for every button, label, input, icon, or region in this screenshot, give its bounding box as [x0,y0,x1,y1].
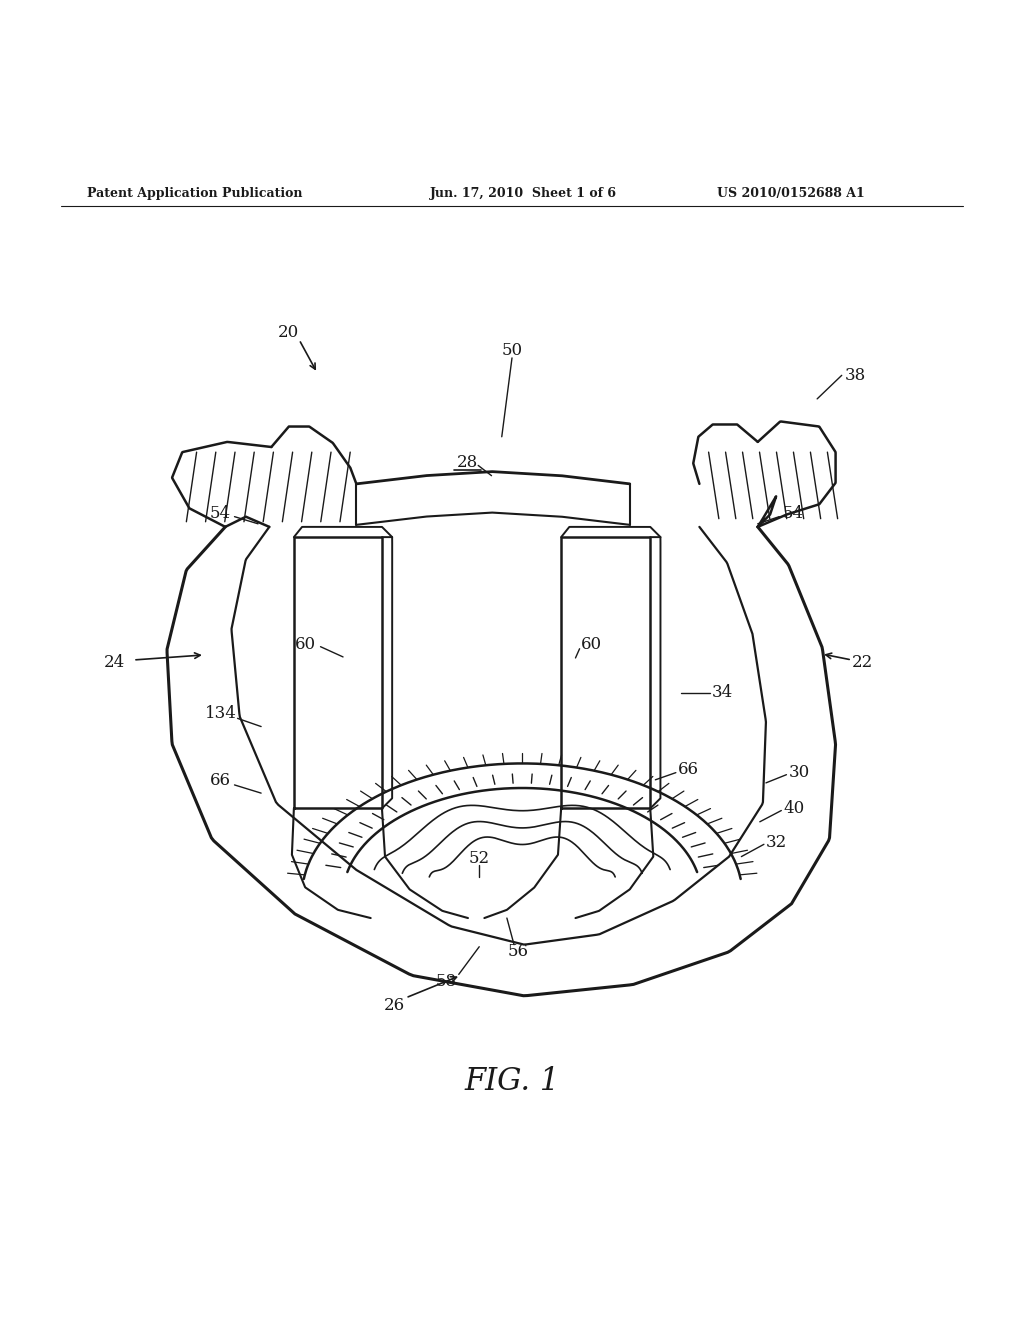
Text: 30: 30 [788,764,810,781]
Text: 38: 38 [845,367,865,384]
Text: 26: 26 [384,997,404,1014]
Text: 60: 60 [295,636,315,653]
Text: 40: 40 [783,800,805,817]
Text: 66: 66 [210,772,230,789]
Text: 60: 60 [582,636,602,653]
Text: 28: 28 [457,454,477,471]
Text: 50: 50 [502,342,522,359]
Text: 54: 54 [783,506,804,523]
Text: 66: 66 [678,762,699,777]
Text: US 2010/0152688 A1: US 2010/0152688 A1 [717,186,864,199]
Text: 32: 32 [766,834,787,851]
Text: 24: 24 [104,653,125,671]
Text: 34: 34 [712,684,733,701]
Text: 58: 58 [436,973,457,990]
Text: 56: 56 [508,944,528,961]
Text: 54: 54 [210,506,230,523]
Text: 22: 22 [852,653,872,671]
Text: Jun. 17, 2010  Sheet 1 of 6: Jun. 17, 2010 Sheet 1 of 6 [430,186,617,199]
Text: 134: 134 [205,705,238,722]
Text: FIG. 1: FIG. 1 [464,1067,560,1097]
Text: 20: 20 [279,323,299,341]
Text: Patent Application Publication: Patent Application Publication [87,186,302,199]
Text: 52: 52 [469,850,489,867]
